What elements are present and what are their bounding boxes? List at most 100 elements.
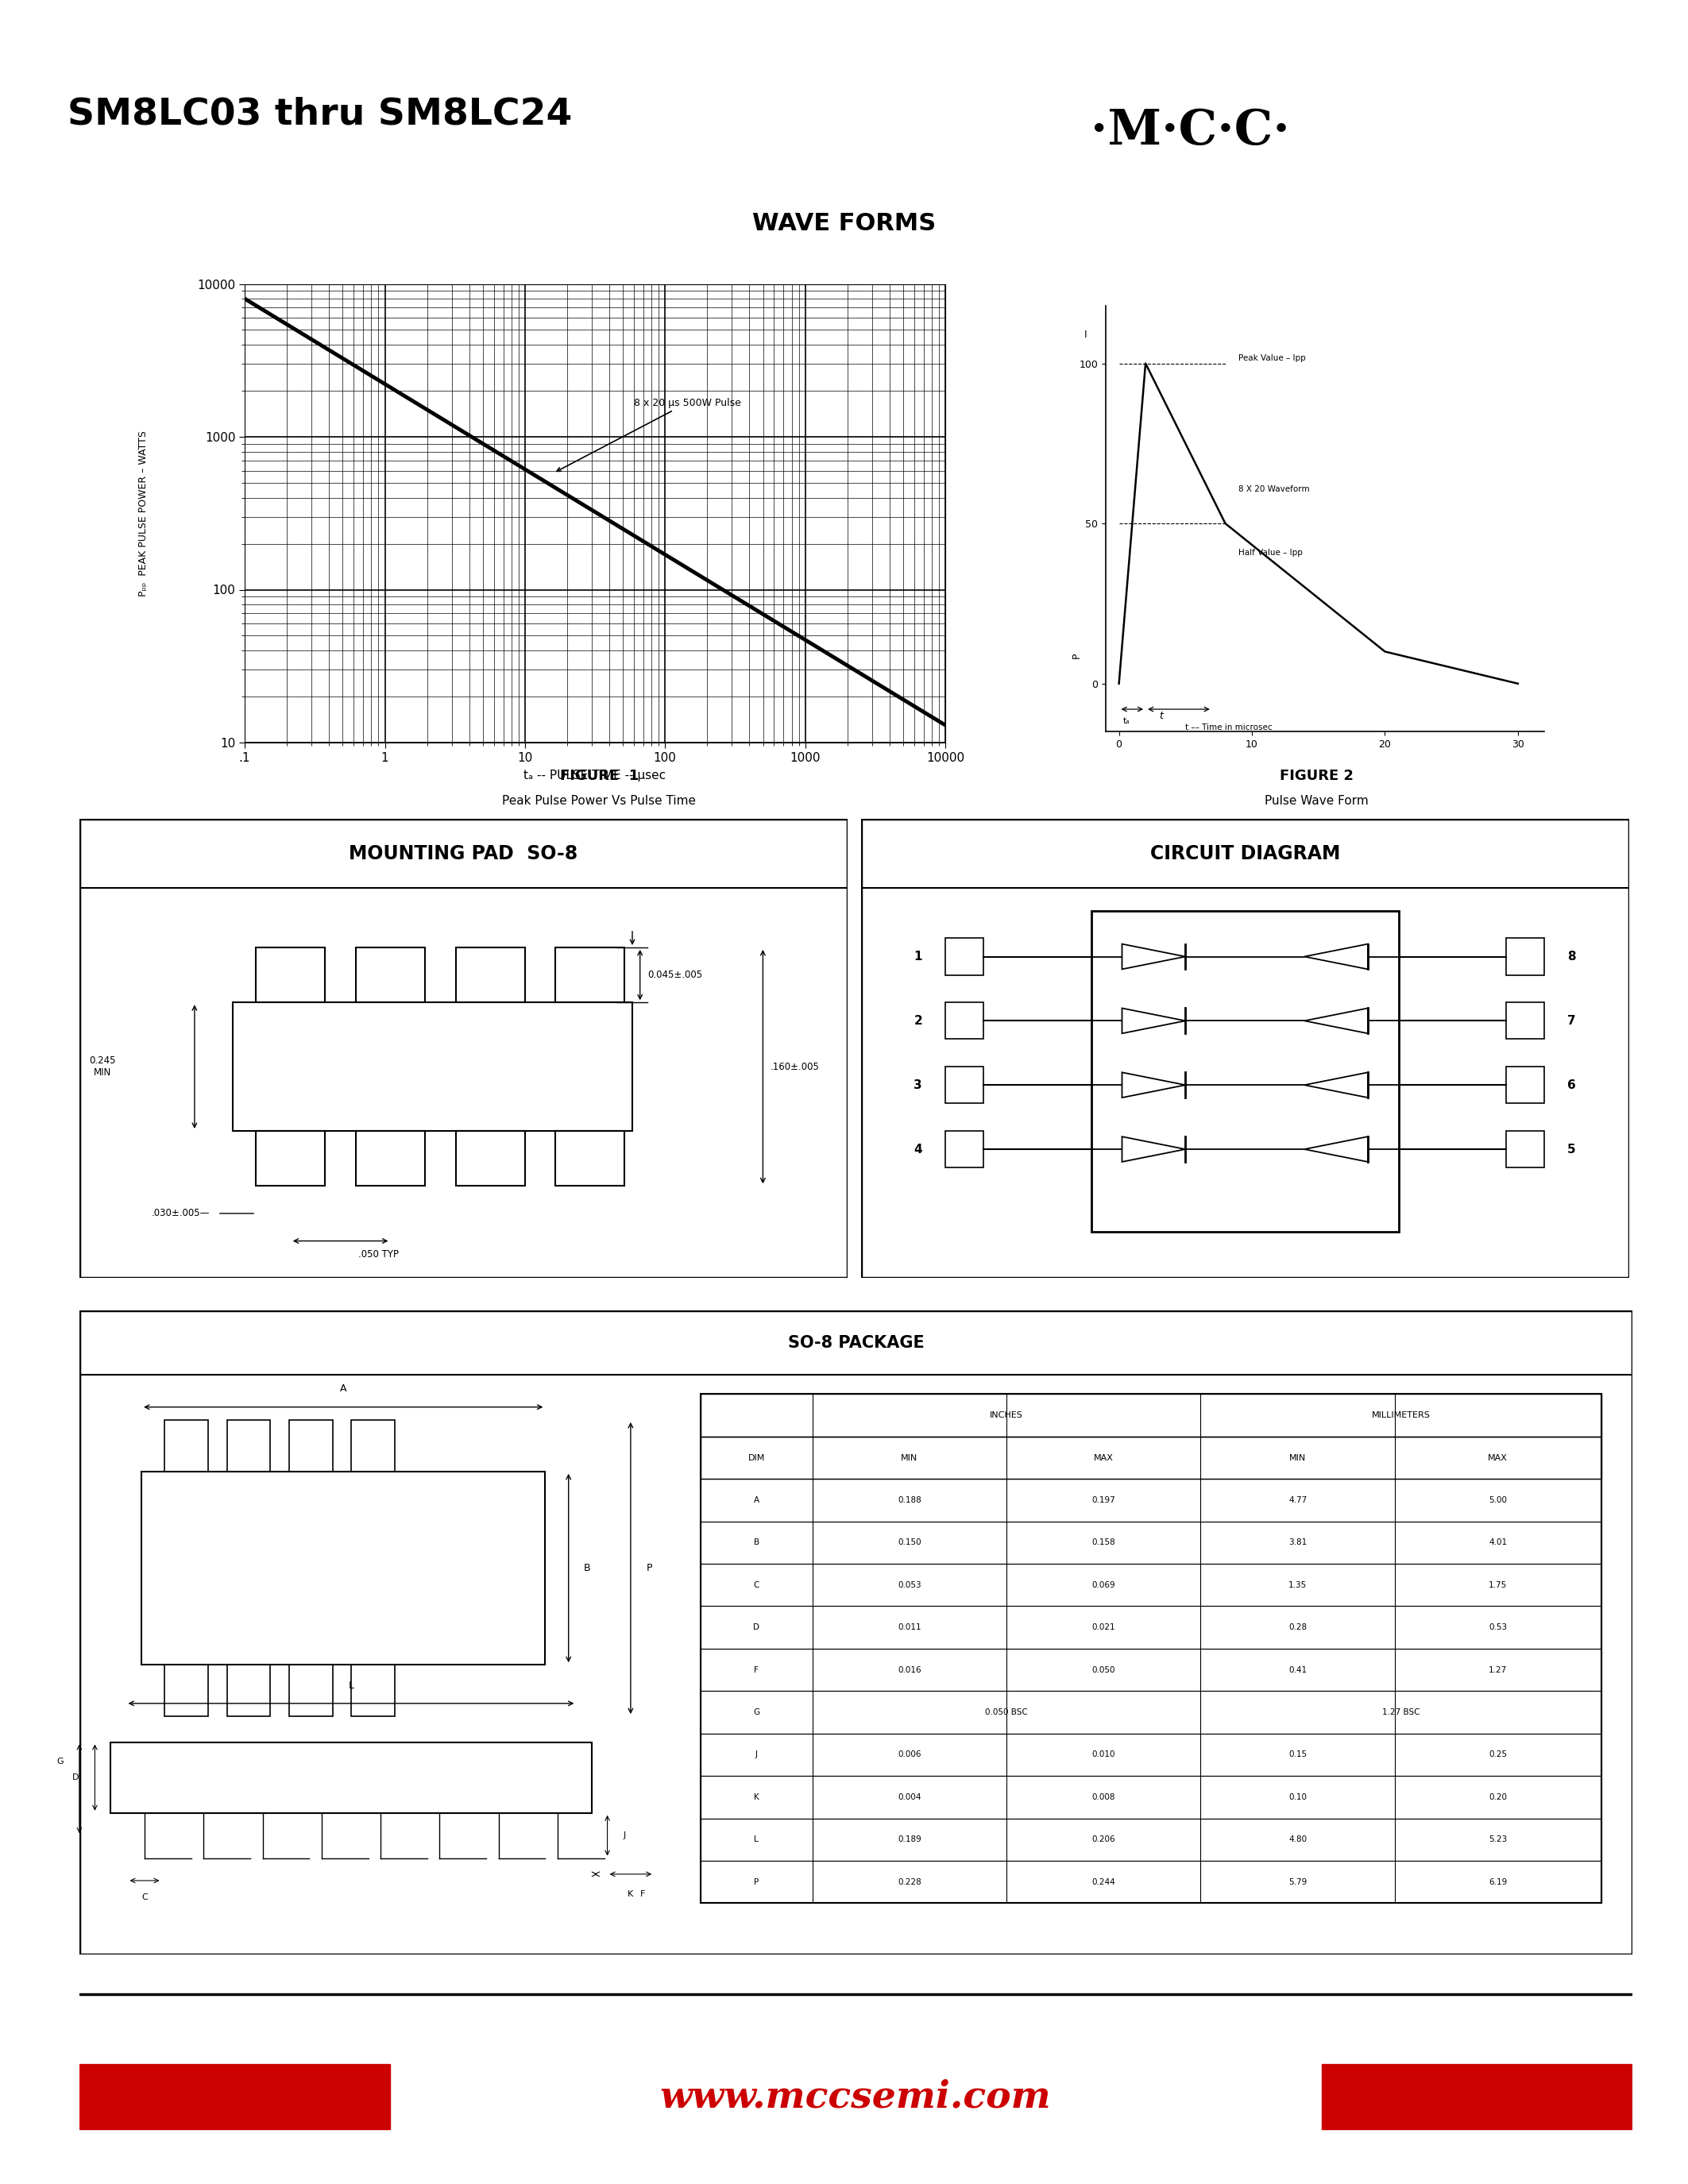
Text: L: L xyxy=(348,1679,354,1690)
Text: 5.00: 5.00 xyxy=(1489,1496,1507,1505)
Bar xyxy=(1322,2064,1632,2129)
Text: 0.244: 0.244 xyxy=(1092,1878,1116,1887)
Bar xyxy=(226,1664,270,1717)
Text: FIGURE 2: FIGURE 2 xyxy=(1280,769,1354,784)
Text: MIN: MIN xyxy=(901,1455,918,1461)
Text: 1.27 BSC: 1.27 BSC xyxy=(1382,1708,1420,1717)
Text: MILLIMETERS: MILLIMETERS xyxy=(1372,1411,1430,1420)
Text: 0.20: 0.20 xyxy=(1489,1793,1507,1802)
Text: 0.41: 0.41 xyxy=(1288,1666,1307,1673)
Text: 0.016: 0.016 xyxy=(898,1666,922,1673)
Text: A: A xyxy=(339,1385,346,1393)
Text: 1: 1 xyxy=(913,950,922,963)
Text: G: G xyxy=(57,1758,64,1765)
Text: SM8LC03 thru SM8LC24: SM8LC03 thru SM8LC24 xyxy=(68,96,572,133)
Text: 2: 2 xyxy=(913,1016,922,1026)
Text: B: B xyxy=(753,1540,760,1546)
Text: 0.050: 0.050 xyxy=(1092,1666,1116,1673)
Text: www.mccsemi.com: www.mccsemi.com xyxy=(660,2079,1052,2114)
Bar xyxy=(79,819,847,889)
Text: C: C xyxy=(142,1894,147,1902)
Bar xyxy=(257,948,326,1002)
Text: .030±.005—: .030±.005— xyxy=(152,1208,209,1219)
Text: ·M·C·C·: ·M·C·C· xyxy=(1090,107,1290,155)
Bar xyxy=(701,1861,1602,1902)
Bar xyxy=(701,1605,1602,1649)
Text: 0.050 BSC: 0.050 BSC xyxy=(986,1708,1028,1717)
Text: SO-8 PACKAGE: SO-8 PACKAGE xyxy=(788,1334,923,1350)
Text: D: D xyxy=(73,1773,79,1782)
Text: t –– Time in microsec: t –– Time in microsec xyxy=(1185,723,1273,732)
Bar xyxy=(289,1420,333,1472)
Text: P: P xyxy=(755,1878,760,1887)
Bar xyxy=(1506,939,1545,974)
Text: P: P xyxy=(1072,653,1082,657)
Text: MIN: MIN xyxy=(1290,1455,1307,1461)
Bar xyxy=(1506,1066,1545,1103)
Text: .050 TYP: .050 TYP xyxy=(358,1249,398,1260)
Text: 0.197: 0.197 xyxy=(1092,1496,1116,1505)
Bar xyxy=(165,1420,208,1472)
Bar xyxy=(110,1743,592,1813)
Text: WAVE FORMS: WAVE FORMS xyxy=(753,212,935,236)
Text: 0.069: 0.069 xyxy=(1092,1581,1116,1590)
Bar xyxy=(289,1664,333,1717)
Text: L: L xyxy=(755,1835,758,1843)
Text: 0.053: 0.053 xyxy=(898,1581,922,1590)
Bar xyxy=(701,1393,1602,1437)
Text: Peak Value – Ipp: Peak Value – Ipp xyxy=(1239,354,1307,363)
Bar xyxy=(351,1420,395,1472)
Text: D: D xyxy=(753,1623,760,1631)
Text: CIRCUIT DIAGRAM: CIRCUIT DIAGRAM xyxy=(1150,843,1340,863)
Bar xyxy=(701,1564,1602,1605)
Text: P: P xyxy=(647,1564,652,1572)
Text: 3.81: 3.81 xyxy=(1288,1540,1307,1546)
Bar xyxy=(142,1472,545,1664)
Text: 0.010: 0.010 xyxy=(1092,1752,1116,1758)
Text: DIM: DIM xyxy=(748,1455,765,1461)
Text: 0.15: 0.15 xyxy=(1288,1752,1307,1758)
Bar xyxy=(701,1649,1602,1690)
Text: 4.01: 4.01 xyxy=(1489,1540,1507,1546)
Text: 1.75: 1.75 xyxy=(1489,1581,1507,1590)
Text: 5.23: 5.23 xyxy=(1489,1835,1507,1843)
Text: Peak Pulse Power Vs Pulse Time: Peak Pulse Power Vs Pulse Time xyxy=(503,795,695,806)
Text: 1.27: 1.27 xyxy=(1489,1666,1507,1673)
Text: A: A xyxy=(753,1496,760,1505)
Text: .160±.005: .160±.005 xyxy=(770,1061,820,1072)
Text: 0.10: 0.10 xyxy=(1288,1793,1307,1802)
Text: Pₚₚ  PEAK PULSE POWER – WATTS: Pₚₚ PEAK PULSE POWER – WATTS xyxy=(138,430,149,596)
Text: MAX: MAX xyxy=(1094,1455,1114,1461)
Text: 0.189: 0.189 xyxy=(898,1835,922,1843)
Text: K: K xyxy=(628,1891,633,1898)
Text: 5: 5 xyxy=(1568,1142,1577,1155)
Text: 0.004: 0.004 xyxy=(898,1793,922,1802)
Bar xyxy=(1090,911,1398,1232)
Bar xyxy=(701,1437,1602,1479)
Text: 4.80: 4.80 xyxy=(1288,1835,1307,1843)
Bar xyxy=(226,1420,270,1472)
Bar xyxy=(701,1479,1602,1522)
Text: 0.228: 0.228 xyxy=(898,1878,922,1887)
Bar xyxy=(1506,1002,1545,1040)
Bar xyxy=(555,1131,625,1186)
Bar xyxy=(456,948,525,1002)
Bar xyxy=(701,1393,1602,1902)
Bar xyxy=(356,1131,425,1186)
Text: 8: 8 xyxy=(1568,950,1577,963)
Text: FIGURE  1: FIGURE 1 xyxy=(560,769,638,784)
Bar xyxy=(351,1664,395,1717)
Bar xyxy=(701,1776,1602,1819)
Text: 6.19: 6.19 xyxy=(1489,1878,1507,1887)
Text: 0.045±.005: 0.045±.005 xyxy=(648,970,702,981)
Text: 0.150: 0.150 xyxy=(898,1540,922,1546)
Text: INCHES: INCHES xyxy=(989,1411,1023,1420)
Text: 0.188: 0.188 xyxy=(898,1496,922,1505)
Text: 0.245
MIN: 0.245 MIN xyxy=(89,1055,116,1077)
Text: 8 X 20 Waveform: 8 X 20 Waveform xyxy=(1239,485,1310,494)
Text: B: B xyxy=(584,1564,591,1572)
Text: 0.006: 0.006 xyxy=(898,1752,922,1758)
Bar xyxy=(165,1664,208,1717)
Bar xyxy=(79,2064,390,2129)
Text: 4: 4 xyxy=(913,1142,922,1155)
